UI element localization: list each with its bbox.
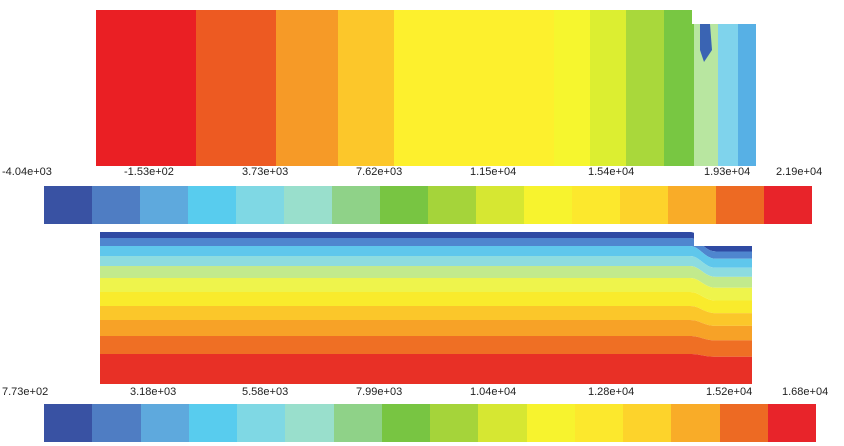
- colorbar-top-swatch: [620, 186, 668, 224]
- tick-label: 1.28e+04: [588, 386, 635, 398]
- tick-label: -4.04e+03: [2, 166, 52, 178]
- colorbar-bottom-swatch: [767, 404, 816, 442]
- tick-label: -1.53e+02: [124, 166, 174, 178]
- tick-label: 1.52e+04: [706, 386, 753, 398]
- colorbar-bottom-swatch: [719, 404, 768, 442]
- colorbar-top-swatch: [476, 186, 524, 224]
- colorbar-top-swatch: [188, 186, 236, 224]
- contour-band: [100, 238, 752, 259]
- tick-label: 1.54e+04: [588, 166, 635, 178]
- contour-stripe: [96, 10, 197, 166]
- colorbar-bottom-swatch: [623, 404, 672, 442]
- colorbar-top-swatch: [44, 186, 92, 224]
- contour-band: [100, 246, 752, 268]
- contour-band: [100, 232, 752, 252]
- contour-stripe: [738, 24, 756, 166]
- contour-stripe: [664, 10, 695, 166]
- top-contour-svg: [96, 10, 756, 166]
- contour-band: [100, 292, 752, 314]
- colorbar-top-swatch: [332, 186, 380, 224]
- colorbar-top-swatch: [428, 186, 476, 224]
- contour-stripe: [590, 10, 627, 166]
- tick-label: 2.19e+04: [776, 166, 823, 178]
- bottom-contour-plot: [100, 232, 752, 384]
- contour-stripe: [394, 10, 555, 166]
- contour-band: [100, 256, 752, 277]
- colorbar-bottom-swatch: [92, 404, 141, 442]
- contour-band: [100, 306, 752, 326]
- contour-stripe: [338, 10, 395, 166]
- contour-stripe: [196, 10, 277, 166]
- contour-band: [100, 278, 752, 301]
- colorbar-bottom-swatch: [333, 404, 382, 442]
- colorbar-top-swatch: [668, 186, 716, 224]
- colorbar-bottom-swatch: [671, 404, 720, 442]
- tick-label: 5.58e+03: [242, 386, 289, 398]
- colorbar-bottom-swatch: [478, 404, 527, 442]
- colorbar-bottom: [44, 404, 816, 442]
- tick-label: 1.04e+04: [470, 386, 517, 398]
- colorbar-top-swatch: [524, 186, 572, 224]
- tick-label: 7.62e+03: [356, 166, 403, 178]
- tick-label: 1.93e+04: [704, 166, 751, 178]
- contour-stripe: [626, 10, 665, 166]
- colorbar-top-swatch: [236, 186, 284, 224]
- colorbar-bottom-swatch: [526, 404, 575, 442]
- colorbar-top-swatch: [716, 186, 764, 224]
- colorbar-top-swatch: [764, 186, 812, 224]
- colorbar-bottom-swatch: [44, 404, 93, 442]
- colorbar-top-swatch: [92, 186, 140, 224]
- contour-stripe: [554, 10, 591, 166]
- top-contour-plot: [96, 10, 756, 166]
- tick-label: 3.18e+03: [130, 386, 177, 398]
- tick-label: 1.68e+04: [782, 386, 829, 398]
- tick-label: 1.15e+04: [470, 166, 517, 178]
- bottom-contour-svg: [100, 232, 752, 384]
- colorbar-bottom-swatch: [188, 404, 237, 442]
- contour-band: [100, 354, 752, 384]
- contour-band: [100, 336, 752, 357]
- colorbar-bottom-swatch: [285, 404, 334, 442]
- tick-label: 3.73e+03: [242, 166, 289, 178]
- colorbar-top-swatch: [380, 186, 428, 224]
- colorbar-top-swatch: [284, 186, 332, 224]
- contour-stripe: [718, 24, 739, 166]
- colorbar-top-swatch: [572, 186, 620, 224]
- contour-stripe: [276, 10, 339, 166]
- colorbar-bottom-swatch: [381, 404, 430, 442]
- colorbar-bottom-swatch: [140, 404, 189, 442]
- contour-streak: [700, 24, 712, 62]
- colorbar-top: [44, 186, 812, 224]
- colorbar-bottom-swatch: [574, 404, 623, 442]
- colorbar-bottom-swatch: [430, 404, 479, 442]
- colorbar-bottom-swatch: [237, 404, 286, 442]
- tick-label: 7.99e+03: [356, 386, 403, 398]
- colorbar-top-swatch: [140, 186, 188, 224]
- contour-band: [100, 320, 752, 341]
- tick-label: 7.73e+02: [2, 386, 49, 398]
- contour-band: [100, 266, 752, 288]
